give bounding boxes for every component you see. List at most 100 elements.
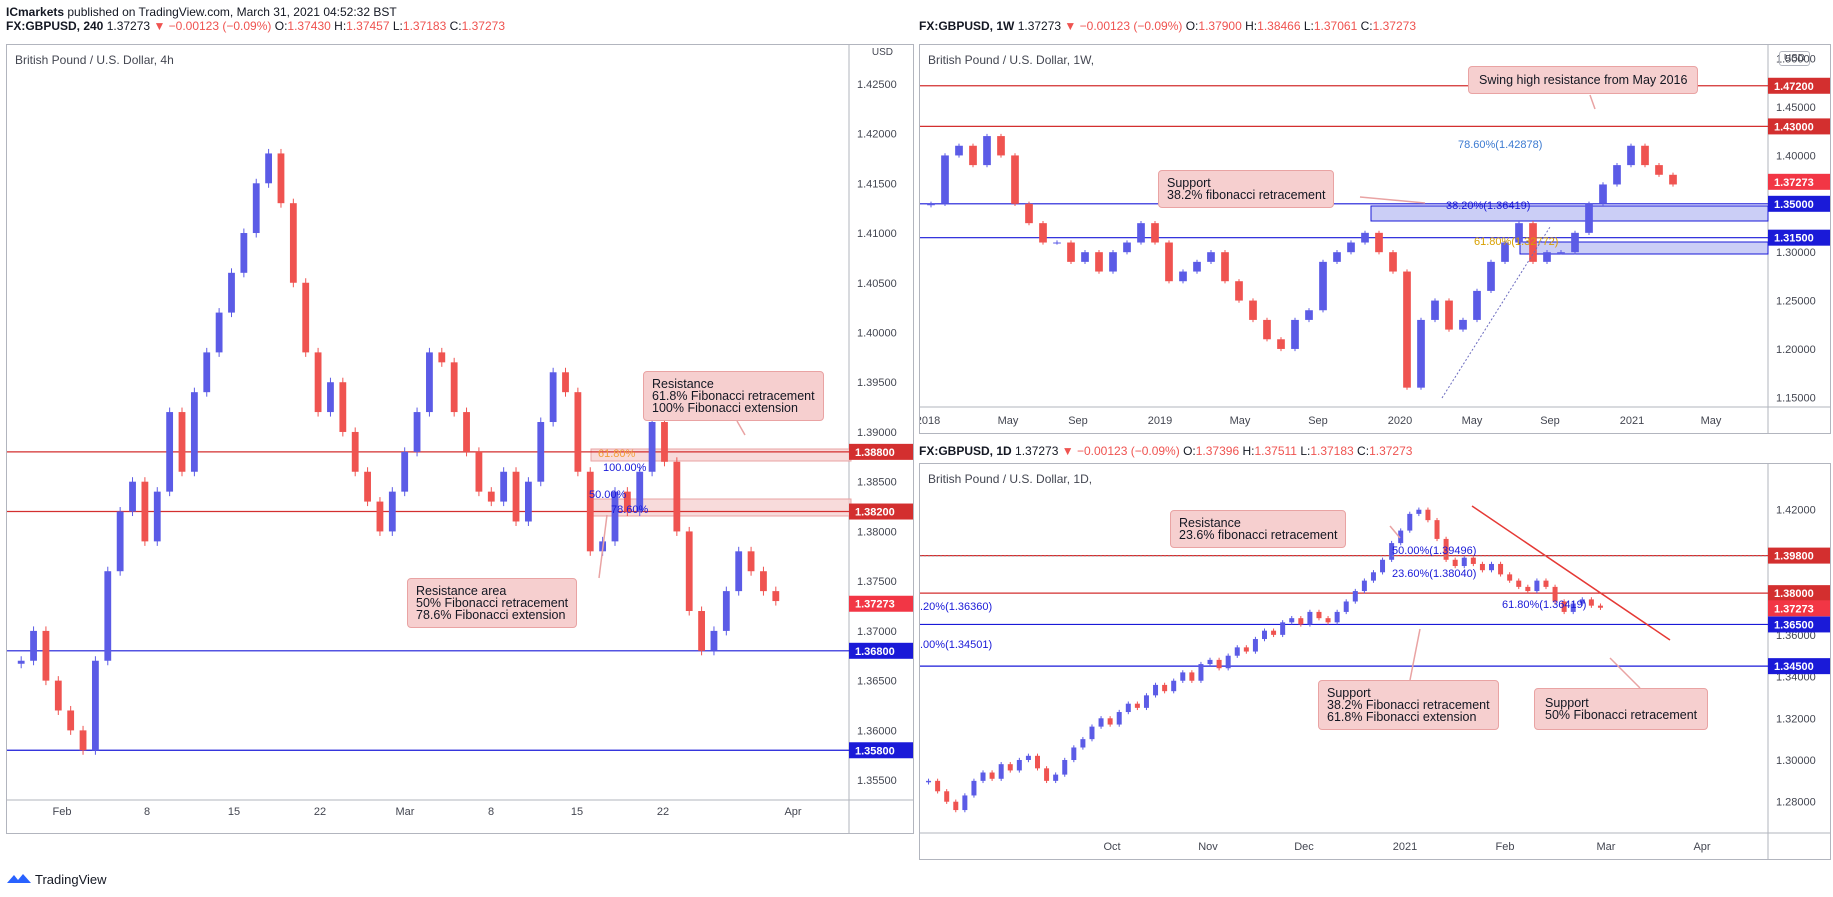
d1-candle-body: [1361, 580, 1367, 592]
h4-candle-body: [327, 382, 334, 413]
d1-open: 1.37396: [1195, 444, 1240, 458]
d1-candle-body: [1525, 586, 1531, 592]
w1-candle-body: [1263, 319, 1271, 340]
d1-candle-body: [989, 772, 995, 779]
d1-candle-body: [1434, 520, 1440, 539]
h4-x-tick-label: Apr: [784, 806, 801, 818]
h4-candle-body: [203, 352, 211, 393]
d1-annotation-support-50: Support 50% Fibonacci retracement: [1534, 688, 1709, 730]
w1-x-tick-label: 2018: [920, 415, 940, 427]
h4-y-tick-label: 1.36000: [857, 725, 897, 737]
tradingview-footer[interactable]: TradingView: [6, 871, 107, 888]
h4-candle-body: [487, 491, 495, 502]
h4-level-tag: [849, 503, 913, 520]
h4-candle-body: [240, 233, 248, 273]
d1-chart-panel[interactable]: 1.420001.400001.380001.360001.340001.320…: [919, 463, 1831, 860]
h4-x-tick-label: 8: [144, 806, 150, 818]
d1-candle-body: [1153, 684, 1159, 696]
d1-candle-body: [1089, 726, 1095, 740]
h4-y-tick-label: 1.37000: [857, 626, 897, 638]
d1-candle-body: [1143, 695, 1149, 708]
w1-candle-body: [1277, 339, 1285, 349]
w1-candle-body: [1431, 300, 1439, 320]
h4-y-tick-label: 1.42000: [857, 129, 897, 141]
h4-level-label: 1.36800: [855, 646, 895, 658]
d1-fib-label: .00%(1.34501): [920, 639, 992, 651]
w1-level-tag: [1768, 77, 1830, 94]
w1-candle-body: [1095, 252, 1103, 272]
h4-y-tick-label: 1.41500: [857, 178, 897, 190]
d1-candle-body: [1370, 572, 1376, 581]
publisher-author: ICmarkets: [6, 5, 65, 19]
w1-candle-body: [997, 136, 1005, 156]
d1-candle-body: [1207, 659, 1213, 665]
h4-candle-body: [426, 352, 433, 413]
d1-candle-body: [1007, 764, 1013, 771]
w1-fib-label: 61.80%(1.32772): [1474, 236, 1558, 248]
w1-candle-body: [1571, 232, 1579, 253]
d1-chart-svg[interactable]: 1.420001.400001.380001.360001.340001.320…: [920, 464, 1830, 859]
h4-last: 1.37273: [106, 19, 151, 33]
h4-candle-body: [772, 591, 780, 602]
h4-candle-body: [537, 422, 545, 482]
w1-candle-body: [1025, 203, 1033, 224]
w1-candle-body: [1459, 319, 1467, 330]
h4-y-tick-label: 1.37500: [857, 576, 897, 588]
d1-candle-body: [1189, 672, 1195, 681]
h4-candle-body: [388, 491, 396, 532]
h4-chart-svg[interactable]: 1.42500 1.42000 1.41500 1.41000 1.40500 1.400…: [7, 45, 913, 833]
h4-candle-body: [190, 392, 198, 472]
d1-last-price-tag: [1768, 600, 1830, 617]
w1-close: 1.37273: [1372, 19, 1416, 33]
d1-candle-body: [1352, 591, 1358, 602]
d1-candle-body: [998, 764, 1004, 779]
d1-candle-body: [1243, 647, 1249, 652]
d1-candle-body: [1489, 563, 1494, 571]
d1-annotation-connector: [1389, 525, 1401, 539]
w1-level-label: 1.47200: [1774, 81, 1814, 93]
d1-candle-body: [1398, 530, 1404, 544]
w1-candle-body: [1137, 223, 1145, 243]
h4-candle-body: [129, 481, 136, 512]
h4-fib-label: 50.00%: [589, 489, 627, 501]
h4-candle-body: [178, 412, 186, 472]
d1-candle-body: [1416, 509, 1422, 514]
d1-level-tag: [1768, 547, 1830, 564]
d1-candle-body: [1080, 739, 1086, 748]
d1-level-tag: [1768, 616, 1830, 633]
d1-header: FX:GBPUSD, 1D 1.37273 ▼ −0.00123 (−0.09%…: [919, 444, 1413, 458]
d1-x-tick-label: Dec: [1294, 841, 1314, 853]
w1-candle-body: [1291, 319, 1299, 349]
h4-candle-body: [735, 551, 743, 592]
d1-candle-body: [1298, 618, 1304, 625]
w1-fib-label: 78.60%(1.42878): [1458, 139, 1542, 151]
h4-candle-body: [500, 471, 508, 502]
w1-candle-body: [1165, 242, 1173, 282]
w1-symbol: FX:GBPUSD, 1W: [919, 19, 1015, 33]
h4-candle-body: [512, 471, 520, 522]
w1-candle-body: [1179, 271, 1187, 282]
w1-currency-badge[interactable]: USD: [1778, 51, 1810, 66]
w1-candle-body: [1389, 252, 1397, 272]
h4-y-tick-label: 1.40500: [857, 278, 897, 290]
h4-candle-body: [228, 272, 235, 313]
d1-candle-body: [1062, 760, 1068, 775]
d1-candle-body: [1216, 659, 1222, 669]
d1-candle-body: [953, 801, 959, 811]
d1-x-tick-label: Oct: [1103, 841, 1120, 853]
w1-chart-svg[interactable]: 1.50000 1.45000 1.40000 1.35000 1.30000 1.250…: [920, 45, 1830, 433]
h4-candle-body: [760, 571, 767, 592]
w1-level-tag: [1768, 118, 1830, 135]
d1-candle-body: [962, 795, 968, 811]
h4-candle-body: [215, 312, 223, 353]
h4-chart-panel[interactable]: 1.42500 1.42000 1.41500 1.41000 1.40500 1.400…: [6, 44, 914, 834]
w1-chart-panel[interactable]: 1.50000 1.45000 1.40000 1.35000 1.30000 1.250…: [919, 44, 1831, 434]
d1-candle-body: [1307, 611, 1313, 625]
d1-y-tick-label: 1.32000: [1776, 713, 1816, 725]
d1-low: 1.37183: [1310, 444, 1354, 458]
h4-change: ▼ −0.00123 (−0.09%): [153, 19, 272, 33]
publisher-line: ICmarkets published on TradingView.com, …: [6, 5, 397, 19]
h4-candle-body: [747, 551, 755, 572]
d1-candle-body: [1479, 563, 1485, 571]
w1-level-label: 1.35000: [1774, 199, 1814, 211]
